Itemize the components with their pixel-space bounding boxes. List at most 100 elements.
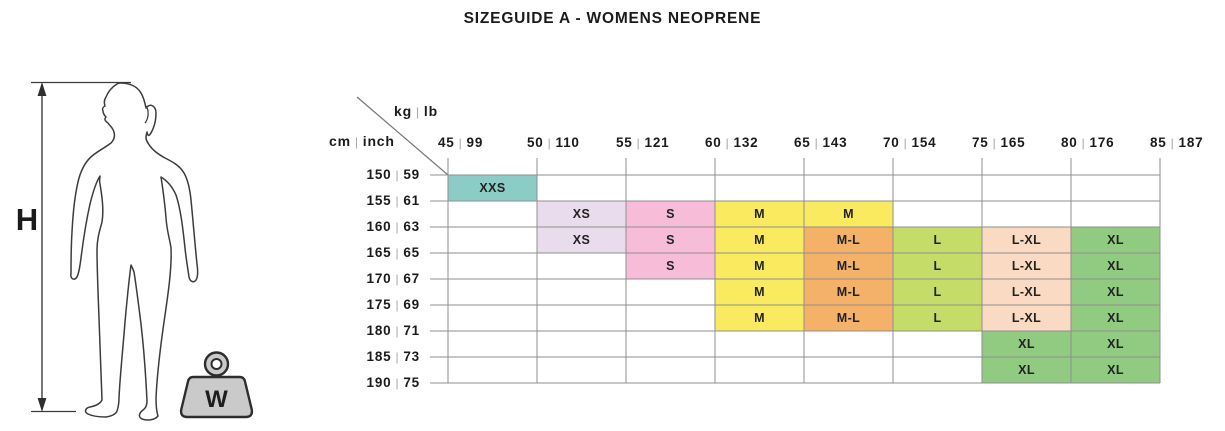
tick-value: 110 — [555, 135, 580, 150]
unit-separator: | — [1081, 136, 1086, 150]
height-tick-label-170: 170 | 67 — [330, 270, 420, 288]
tick-value: 175 — [366, 297, 392, 312]
weight-tick-label-50: 50 | 110 — [527, 135, 580, 150]
size-cell-l: L — [893, 227, 982, 253]
size-cell-xl: XL — [1071, 305, 1160, 331]
height-tick-label-190: 190 | 75 — [330, 374, 420, 392]
height-tick-label-185: 185 | 73 — [330, 348, 420, 366]
tick-value: 73 — [403, 349, 420, 364]
weight-unit-lb: lb — [423, 103, 438, 119]
unit-separator: | — [415, 105, 420, 119]
tick-value: 155 — [366, 193, 392, 208]
height-tick-label-175: 175 | 69 — [330, 296, 420, 314]
tick-value: 75 — [403, 375, 420, 390]
unit-separator: | — [395, 298, 400, 312]
unit-separator: | — [395, 272, 400, 286]
height-tick-label-165: 165 | 65 — [330, 244, 420, 262]
size-cell-m: M — [715, 201, 804, 227]
size-cell-xl: XL — [982, 357, 1071, 383]
tick-value: 70 — [883, 135, 900, 150]
size-cell-xl: XL — [982, 331, 1071, 357]
tick-value: 63 — [403, 219, 420, 234]
unit-separator: | — [725, 136, 730, 150]
size-cell-m: M — [715, 253, 804, 279]
unit-separator: | — [547, 136, 552, 150]
size-cell-s: S — [626, 201, 715, 227]
size-cell-s: S — [626, 253, 715, 279]
weight-label: W — [205, 386, 228, 413]
body-measurement-figure: H W — [16, 81, 254, 421]
size-cell-m: M — [715, 279, 804, 305]
size-cell-m-l: M-L — [804, 227, 893, 253]
size-cell-xxs: XXS — [448, 175, 537, 201]
tick-value: 176 — [1089, 135, 1115, 150]
tick-value: 99 — [466, 135, 484, 150]
size-cell-m-l: M-L — [804, 305, 893, 331]
tick-value: 190 — [366, 375, 392, 390]
height-axis-unit-label: cm | inch — [329, 133, 395, 149]
woman-silhouette — [70, 82, 199, 421]
tick-value: 121 — [644, 135, 670, 150]
weight-tick-label-45: 45 | 99 — [438, 135, 483, 150]
tick-value: 143 — [822, 135, 848, 150]
arrow-up-icon — [37, 82, 47, 96]
size-cell-xs: XS — [537, 201, 626, 227]
size-cell-l: L — [893, 279, 982, 305]
unit-separator: | — [458, 136, 463, 150]
tick-value: 170 — [366, 271, 392, 286]
size-cell-xl: XL — [1071, 279, 1160, 305]
unit-separator: | — [1170, 136, 1175, 150]
weight-unit-kg: kg — [394, 103, 412, 119]
unit-separator: | — [395, 220, 400, 234]
tick-value: 55 — [616, 135, 633, 150]
unit-separator: | — [992, 136, 997, 150]
height-tick-label-150: 150 | 59 — [330, 166, 420, 184]
size-cell-xl: XL — [1071, 357, 1160, 383]
size-cell-s: S — [626, 227, 715, 253]
height-tick-label-155: 155 | 61 — [330, 192, 420, 210]
page-title: SIZEGUIDE A - WOMENS NEOPRENE — [463, 10, 762, 27]
height-label: H — [16, 202, 38, 237]
weight-tick-label-60: 60 | 132 — [705, 135, 758, 150]
tick-value: 132 — [733, 135, 759, 150]
tick-value: 61 — [403, 193, 420, 208]
weight-tick-label-85: 85 | 187 — [1150, 135, 1203, 150]
weight-tick-label-55: 55 | 121 — [616, 135, 669, 150]
height-tick-label-160: 160 | 63 — [330, 218, 420, 236]
weight-axis-unit-label: kg | lb — [394, 103, 438, 119]
tick-value: 60 — [705, 135, 722, 150]
size-cell-m-l: M-L — [804, 279, 893, 305]
weight-tick-label-80: 80 | 176 — [1061, 135, 1114, 150]
size-cell-xl: XL — [1071, 253, 1160, 279]
size-cell-xl: XL — [1071, 331, 1160, 357]
unit-separator: | — [395, 168, 400, 182]
height-unit-inch: inch — [362, 133, 395, 149]
unit-separator: | — [814, 136, 819, 150]
unit-separator: | — [395, 376, 400, 390]
weight-icon: W — [179, 351, 254, 419]
tick-value: 45 — [438, 135, 455, 150]
unit-separator: | — [395, 194, 400, 208]
tick-value: 154 — [911, 135, 937, 150]
height-arrow — [31, 81, 131, 413]
size-cell-l: L — [893, 253, 982, 279]
unit-separator: | — [636, 136, 641, 150]
size-cell-l-xl: L-XL — [982, 227, 1071, 253]
tick-value: 80 — [1061, 135, 1078, 150]
size-cell-m: M — [804, 201, 893, 227]
height-tick-label-180: 180 | 71 — [330, 322, 420, 340]
tick-value: 65 — [403, 245, 420, 260]
weight-tick-label-70: 70 | 154 — [883, 135, 936, 150]
size-cell-l: L — [893, 305, 982, 331]
weight-ring-hole — [210, 358, 223, 370]
tick-value: 160 — [366, 219, 392, 234]
unit-separator: | — [903, 136, 908, 150]
tick-value: 59 — [403, 167, 420, 182]
ponytail-detail — [144, 105, 149, 124]
unit-separator: | — [354, 135, 359, 149]
size-cell-m-l: M-L — [804, 253, 893, 279]
tick-value: 69 — [403, 297, 420, 312]
tick-value: 185 — [366, 349, 392, 364]
tick-value: 187 — [1178, 135, 1204, 150]
